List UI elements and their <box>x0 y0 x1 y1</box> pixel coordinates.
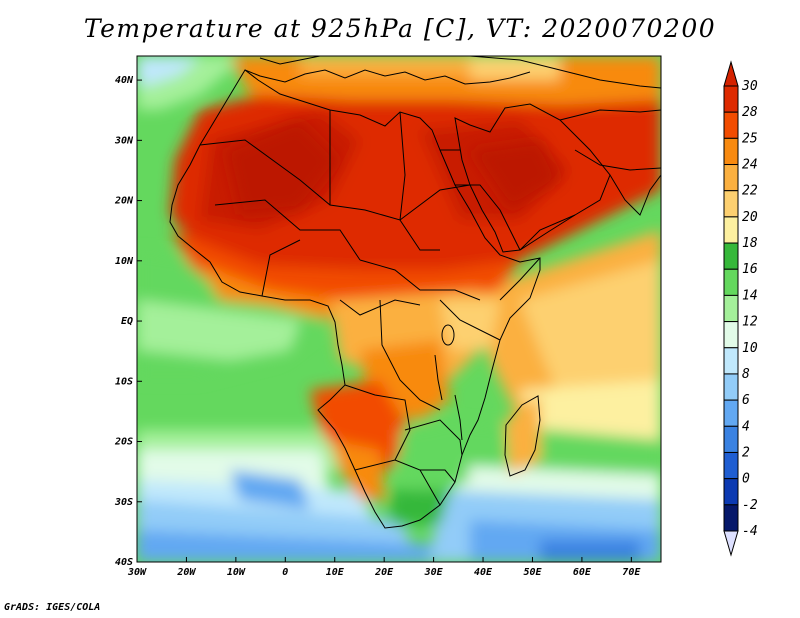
colorbar-swatch <box>723 321 739 349</box>
colorbar-swatch <box>723 190 739 218</box>
colorbar-swatch <box>723 294 739 323</box>
lon-tick-label: 30E <box>424 567 444 578</box>
colorbar-level-label: 14 <box>742 288 758 303</box>
longitude-axis: 30W 20W 10W 0 10E 20E 30E 40E 50E 60E 70E <box>127 557 641 578</box>
colorbar-swatch <box>723 504 739 532</box>
lat-tick-label: 10N <box>115 256 134 267</box>
colorbar-swatch <box>723 478 739 506</box>
lat-tick-label: 40N <box>115 75 134 86</box>
colorbar-level-label: 4 <box>742 419 750 434</box>
colorbar-level-label: -4 <box>742 524 758 539</box>
lat-tick-label: 10S <box>115 376 133 387</box>
colorbar-swatch <box>723 164 739 192</box>
colorbar-swatch <box>723 216 739 244</box>
lon-tick-label: 20E <box>374 567 394 578</box>
colorbar-level-label: 22 <box>742 184 758 199</box>
colorbar-swatch <box>723 242 739 270</box>
map-title: Temperature at 925hPa [C], VT: 202007020… <box>83 14 717 43</box>
lon-tick-label: 70E <box>622 567 641 578</box>
colorbar-swatch <box>723 268 739 296</box>
colorbar-swatch <box>723 373 739 401</box>
colorbar-swatch <box>723 347 739 375</box>
lat-tick-label: EQ <box>121 316 133 327</box>
lon-tick-label: 10W <box>227 567 246 578</box>
colorbar-level-label: 12 <box>742 315 758 330</box>
colorbar-level-label: 16 <box>742 262 758 277</box>
lat-tick-label: 30S <box>114 497 133 508</box>
footer-credit: GrADS: IGES/COLA <box>4 602 101 613</box>
colorbar-top-arrow <box>723 60 739 87</box>
colorbar-level-label: 2 <box>742 445 750 460</box>
colorbar-bottom-arrow <box>723 530 739 557</box>
colorbar-swatch <box>723 111 739 139</box>
colorbar-level-label: 28 <box>742 105 758 120</box>
colorbar-swatch <box>723 137 739 166</box>
lat-tick-label: 40S <box>115 557 133 568</box>
lon-tick-label: 20W <box>176 567 196 578</box>
map-frame <box>136 55 662 563</box>
colorbar-level-label: 6 <box>742 393 750 408</box>
lon-tick-label: 50E <box>523 567 542 578</box>
colorbar-level-label: 8 <box>742 367 750 382</box>
colorbar-level-label: 30 <box>741 79 758 94</box>
lon-tick-label: 10E <box>326 567 345 578</box>
colorbar-level-label: 18 <box>742 236 758 251</box>
latitude-axis: 40N 30N 20N 10N EQ 10S 20S 30S 40S <box>114 75 142 568</box>
colorbar-swatch <box>723 451 739 480</box>
colorbar-level-label: 0 <box>742 472 750 487</box>
colorbar-level-label: -2 <box>742 498 758 513</box>
lat-tick-label: 30N <box>114 135 134 146</box>
colorbar-swatch <box>723 399 739 427</box>
colorbar-level-label: 20 <box>742 210 758 225</box>
colorbar-swatch <box>723 425 739 453</box>
lat-tick-label: 20N <box>114 196 134 207</box>
lon-tick-label: 30W <box>127 567 147 578</box>
temperature-field <box>137 56 661 562</box>
colorbar-level-label: 25 <box>742 131 758 146</box>
lat-tick-label: 20S <box>114 437 133 448</box>
lon-tick-label: 60E <box>573 567 592 578</box>
lon-tick-label: 40E <box>474 567 493 578</box>
colorbar-swatch <box>723 85 739 113</box>
colorbar-level-label: 24 <box>742 158 758 173</box>
coastlines <box>169 56 661 529</box>
colorbar-level-label: 10 <box>742 341 758 356</box>
lon-tick-label: 0 <box>282 567 288 578</box>
